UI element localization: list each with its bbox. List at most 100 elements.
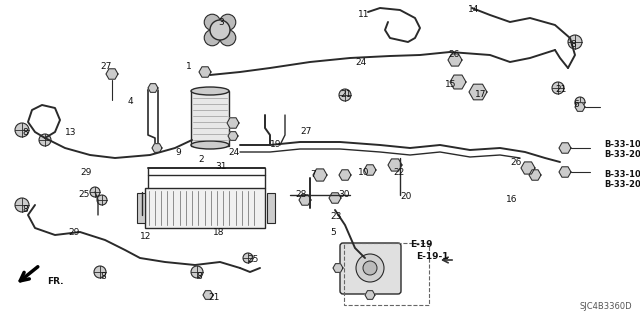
Polygon shape (339, 170, 351, 180)
Polygon shape (448, 54, 462, 66)
Text: B-33-20: B-33-20 (604, 180, 640, 189)
Circle shape (575, 97, 585, 107)
Polygon shape (529, 170, 541, 180)
Text: 31: 31 (215, 162, 227, 171)
Circle shape (356, 254, 384, 282)
Circle shape (243, 253, 253, 263)
FancyBboxPatch shape (340, 243, 401, 294)
Text: 16: 16 (506, 195, 518, 204)
Text: 19: 19 (270, 140, 282, 149)
Text: 12: 12 (140, 232, 152, 241)
Text: 26: 26 (448, 50, 460, 59)
Text: 14: 14 (468, 5, 479, 14)
Polygon shape (521, 162, 535, 174)
Text: FR.: FR. (47, 277, 63, 286)
Text: 10: 10 (358, 168, 369, 177)
Ellipse shape (191, 141, 229, 149)
Text: 21: 21 (555, 85, 566, 94)
Circle shape (90, 187, 100, 197)
Text: 8: 8 (570, 40, 576, 49)
Polygon shape (364, 165, 376, 175)
Text: 15: 15 (445, 80, 456, 89)
Text: 18: 18 (213, 228, 225, 237)
Text: 21: 21 (208, 293, 220, 302)
Circle shape (210, 20, 230, 40)
Text: 5: 5 (330, 228, 336, 237)
Text: 9: 9 (175, 148, 180, 157)
Polygon shape (228, 132, 238, 140)
Polygon shape (148, 84, 158, 92)
Polygon shape (106, 69, 118, 79)
Polygon shape (227, 118, 239, 128)
Circle shape (15, 123, 29, 137)
Circle shape (339, 89, 351, 101)
Bar (145, 188, 265, 228)
Text: 27: 27 (100, 62, 111, 71)
Polygon shape (199, 67, 211, 77)
Text: 24: 24 (355, 58, 366, 67)
Text: E-19-1: E-19-1 (416, 252, 449, 261)
Polygon shape (333, 264, 343, 272)
Polygon shape (388, 159, 402, 171)
Text: 17: 17 (475, 90, 486, 99)
Text: 28: 28 (295, 190, 307, 199)
Text: 25: 25 (78, 190, 90, 199)
Text: 7: 7 (310, 170, 316, 179)
Circle shape (94, 266, 106, 278)
Polygon shape (450, 75, 466, 89)
Text: 8: 8 (22, 205, 28, 214)
Text: 21: 21 (340, 90, 351, 99)
Polygon shape (469, 84, 487, 100)
Circle shape (204, 30, 220, 46)
Text: 13: 13 (65, 128, 77, 137)
Circle shape (15, 198, 29, 212)
Text: 8: 8 (100, 272, 106, 281)
Circle shape (363, 261, 377, 275)
Text: 22: 22 (393, 168, 404, 177)
Text: 4: 4 (128, 97, 134, 106)
Bar (191, 91, 229, 146)
Polygon shape (152, 144, 162, 152)
Circle shape (204, 14, 220, 30)
Text: 20: 20 (400, 192, 412, 201)
Polygon shape (559, 167, 571, 177)
Circle shape (97, 195, 107, 205)
Text: B-33-20: B-33-20 (604, 150, 640, 159)
Text: 8: 8 (22, 128, 28, 137)
Text: E-19: E-19 (410, 240, 433, 249)
Circle shape (191, 266, 203, 278)
Text: 8: 8 (196, 272, 202, 281)
Text: 1: 1 (186, 62, 192, 71)
Text: 30: 30 (338, 190, 349, 199)
Bar (267, 193, 275, 223)
Polygon shape (365, 291, 375, 299)
Ellipse shape (191, 87, 229, 95)
Bar (137, 193, 145, 223)
Text: 24: 24 (228, 148, 239, 157)
Circle shape (568, 35, 582, 49)
Polygon shape (559, 143, 571, 153)
Circle shape (220, 14, 236, 30)
Polygon shape (329, 193, 341, 203)
Text: SJC4B3360D: SJC4B3360D (579, 302, 632, 311)
Text: 6: 6 (573, 100, 579, 109)
Text: 3: 3 (218, 18, 224, 27)
Text: 11: 11 (358, 10, 369, 19)
Text: 25: 25 (247, 255, 259, 264)
Text: 2: 2 (198, 155, 204, 164)
Text: 27: 27 (300, 127, 312, 136)
Circle shape (39, 134, 51, 146)
Polygon shape (313, 169, 327, 181)
Text: 29: 29 (80, 168, 92, 177)
Circle shape (220, 30, 236, 46)
Text: B-33-10: B-33-10 (604, 170, 640, 179)
Text: 29: 29 (68, 228, 79, 237)
Bar (344, 243, 429, 305)
Polygon shape (575, 103, 585, 111)
Text: 23: 23 (330, 212, 341, 221)
Circle shape (552, 82, 564, 94)
Text: B-33-10: B-33-10 (604, 140, 640, 149)
Polygon shape (203, 291, 213, 299)
Polygon shape (299, 195, 311, 205)
Text: 26: 26 (510, 158, 522, 167)
